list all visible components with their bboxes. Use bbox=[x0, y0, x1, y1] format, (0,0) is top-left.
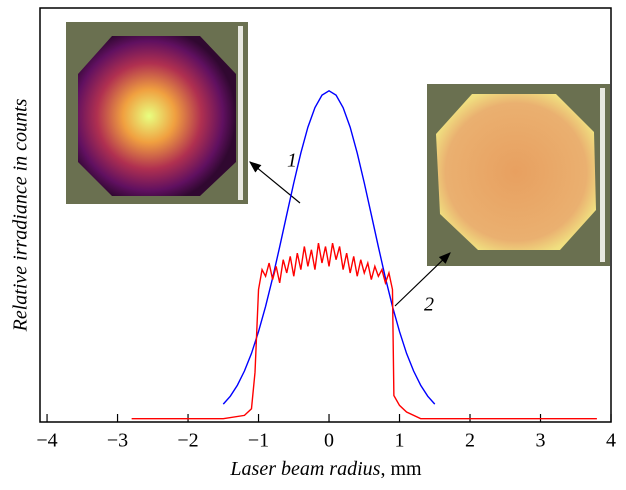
x-axis-label-text: Laser beam radius bbox=[229, 458, 380, 480]
x-tick-label: −3 bbox=[107, 430, 128, 452]
x-tick-label: 2 bbox=[465, 430, 475, 452]
inset-flattop bbox=[427, 84, 610, 266]
line-series bbox=[131, 243, 597, 420]
plot-frame bbox=[39, 7, 612, 423]
arrow bbox=[394, 252, 451, 307]
x-tick-label: −4 bbox=[36, 430, 57, 452]
annotation: 1 bbox=[287, 150, 297, 172]
arrow bbox=[249, 161, 301, 204]
x-tick-label: −1 bbox=[248, 430, 269, 452]
x-tick-label: 0 bbox=[324, 430, 334, 452]
x-tick-label: 3 bbox=[536, 430, 546, 452]
y-axis-label: Relative irradiance in counts bbox=[10, 98, 32, 332]
line-series bbox=[222, 89, 436, 405]
inset-gaussian bbox=[66, 22, 248, 204]
x-axis-label: Laser beam radius, mm bbox=[229, 458, 422, 480]
x-tick-label: 1 bbox=[395, 430, 405, 452]
x-tick-label: −2 bbox=[177, 430, 198, 452]
annotation: 2 bbox=[424, 294, 434, 316]
x-tick-label: 4 bbox=[606, 430, 616, 452]
x-axis-unit: , mm bbox=[380, 458, 422, 480]
